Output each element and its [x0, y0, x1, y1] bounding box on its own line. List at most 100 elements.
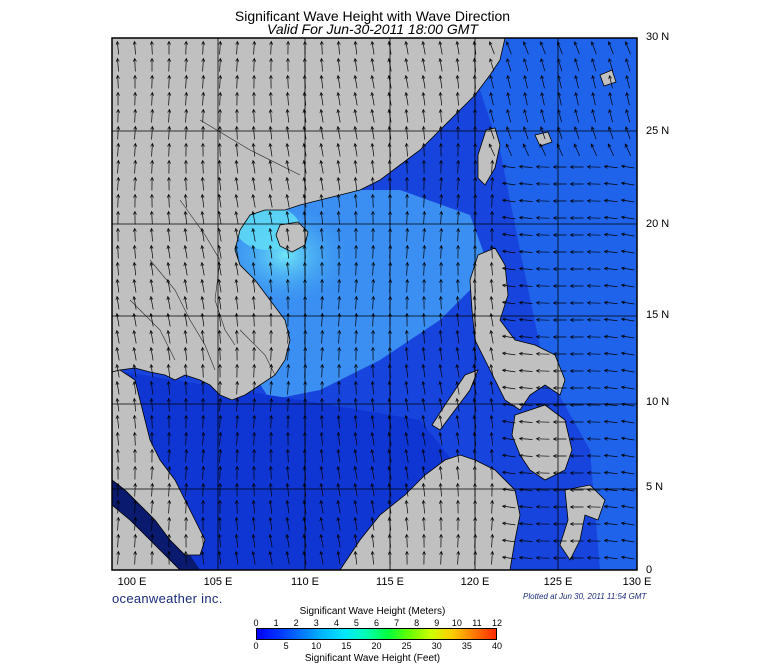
wave-direction-arrow	[603, 470, 618, 475]
wave-direction-arrow	[535, 470, 550, 475]
wave-direction-arrow	[149, 380, 154, 395]
wave-direction-arrow	[569, 182, 584, 186]
brand-logo-text: oceanweather inc.	[112, 591, 223, 606]
wave-direction-arrow	[518, 487, 533, 492]
wave-direction-arrow	[167, 448, 172, 463]
wave-direction-arrow	[421, 414, 426, 429]
wave-direction-arrow	[586, 436, 601, 441]
wave-direction-arrow	[371, 210, 375, 225]
wave-direction-arrow	[218, 414, 223, 429]
wave-direction-arrow	[133, 499, 138, 514]
wave-direction-arrow	[405, 295, 410, 310]
wave-direction-arrow	[603, 215, 618, 220]
wave-direction-arrow	[167, 414, 171, 429]
wave-direction-arrow	[574, 58, 580, 72]
wave-direction-arrow	[569, 301, 584, 305]
wave-direction-arrow	[472, 363, 477, 378]
wave-direction-arrow	[552, 488, 567, 492]
wave-direction-arrow	[490, 550, 495, 565]
wave-direction-arrow	[569, 539, 584, 543]
wave-direction-arrow	[319, 142, 324, 157]
wave-direction-arrow	[404, 533, 409, 548]
wave-direction-arrow	[540, 74, 545, 89]
wave-direction-arrow	[285, 108, 290, 123]
wave-direction-arrow	[586, 215, 601, 220]
wave-direction-arrow	[252, 91, 256, 106]
wave-direction-arrow	[235, 108, 239, 123]
wave-direction-arrow	[319, 108, 324, 123]
wave-direction-arrow	[569, 437, 584, 441]
wave-direction-arrow	[285, 261, 290, 276]
wave-direction-arrow	[132, 431, 137, 446]
wave-direction-arrow	[608, 126, 614, 140]
wave-direction-arrow	[167, 499, 172, 514]
wave-direction-arrow	[472, 465, 477, 480]
wave-direction-arrow	[404, 363, 409, 378]
wave-direction-arrow	[166, 295, 171, 310]
wave-direction-arrow	[404, 91, 409, 106]
wave-direction-arrow	[115, 329, 120, 344]
wave-direction-arrow	[455, 465, 460, 480]
wave-direction-arrow	[552, 250, 567, 254]
wave-direction-arrow	[234, 329, 239, 344]
wave-direction-arrow	[506, 74, 511, 89]
wave-direction-arrow	[183, 550, 188, 565]
wave-direction-arrow	[586, 300, 601, 305]
wave-direction-arrow	[472, 329, 477, 344]
wave-direction-arrow	[116, 482, 121, 497]
wave-direction-arrow	[490, 482, 494, 497]
wave-direction-arrow	[518, 215, 533, 220]
wave-direction-arrow	[184, 533, 188, 548]
wave-direction-arrow	[552, 301, 567, 305]
wave-direction-arrow	[625, 58, 631, 72]
wave-direction-arrow	[421, 516, 426, 531]
wave-direction-arrow	[302, 193, 307, 208]
wave-direction-arrow	[150, 465, 155, 480]
wave-direction-arrow	[132, 312, 137, 327]
wave-direction-arrow	[421, 465, 426, 480]
palawan	[431, 369, 479, 431]
wave-direction-arrow	[184, 108, 189, 123]
wave-direction-arrow	[201, 516, 205, 531]
wave-direction-arrow	[387, 533, 392, 548]
wave-direction-arrow	[217, 193, 222, 208]
wave-direction-arrow	[319, 550, 324, 565]
wave-direction-arrow	[438, 295, 443, 310]
wave-direction-arrow	[405, 312, 409, 327]
wave-direction-arrow	[489, 329, 494, 344]
wave-direction-arrow	[455, 108, 460, 123]
wave-direction-arrow	[370, 125, 375, 140]
wave-direction-arrow	[388, 329, 392, 344]
wave-direction-arrow	[438, 40, 443, 55]
wave-direction-arrow	[603, 164, 618, 169]
wave-direction-arrow	[535, 164, 550, 169]
wave-direction-arrow	[456, 142, 461, 157]
wave-direction-arrow	[490, 176, 495, 191]
wave-direction-arrow	[518, 419, 533, 424]
legend-feet-tick: 20	[371, 641, 382, 651]
wave-direction-arrow	[569, 471, 584, 475]
wave-direction-arrow	[115, 74, 120, 89]
wave-direction-arrow	[603, 232, 618, 237]
wave-direction-arrow	[387, 414, 392, 429]
wave-direction-arrow	[133, 176, 138, 191]
wave-direction-arrow	[620, 283, 635, 288]
wave-direction-arrow	[535, 402, 550, 407]
lat-label-10n: 10 N	[646, 396, 670, 408]
wave-direction-arrow	[268, 482, 273, 497]
wave-direction-arrow	[302, 210, 307, 225]
wave-direction-arrow	[586, 351, 601, 356]
wave-direction-arrow	[285, 465, 290, 480]
wave-direction-arrow	[167, 176, 171, 191]
wave-direction-arrow	[218, 125, 222, 140]
wave-direction-arrow	[586, 487, 601, 492]
wave-direction-arrow	[320, 380, 325, 395]
wave-direction-arrow	[404, 159, 409, 174]
wave-direction-arrow	[337, 363, 342, 378]
wave-direction-arrow	[319, 159, 324, 174]
wave-direction-arrow	[438, 482, 443, 497]
legend-meters-tick: 12	[491, 618, 502, 628]
wave-direction-arrow	[535, 555, 550, 560]
wave-direction-arrow	[286, 431, 290, 446]
wave-direction-arrow	[217, 261, 222, 276]
